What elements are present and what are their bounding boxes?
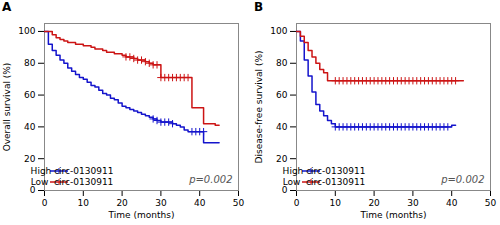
svg-text:High circ-0130911: High circ-0130911: [31, 166, 114, 176]
svg-text:Time (months): Time (months): [360, 210, 427, 220]
svg-text:80: 80: [24, 58, 36, 68]
svg-text:20: 20: [368, 198, 380, 208]
html-text:B: B: [254, 0, 264, 14]
svg-text:p=0.002: p=0.002: [440, 174, 484, 185]
svg-text:40: 40: [276, 122, 288, 132]
svg-text:40: 40: [194, 198, 206, 208]
svg-text:High circ-0130911: High circ-0130911: [283, 166, 366, 176]
svg-text:100: 100: [270, 26, 287, 36]
svg-text:0: 0: [42, 198, 48, 208]
svg-text:20: 20: [24, 154, 36, 164]
svg-text:50: 50: [485, 198, 497, 208]
svg-text:0: 0: [294, 198, 300, 208]
svg-text:10: 10: [330, 198, 342, 208]
html-text:A: A: [2, 0, 12, 14]
svg-text:30: 30: [407, 198, 419, 208]
svg-text:Disease-free survival (%): Disease-free survival (%): [254, 51, 264, 164]
svg-text:100: 100: [18, 26, 35, 36]
svg-text:80: 80: [276, 58, 288, 68]
svg-text:40: 40: [24, 122, 36, 132]
svg-text:0: 0: [29, 185, 36, 196]
svg-text:60: 60: [24, 90, 36, 100]
svg-text:20: 20: [116, 198, 128, 208]
svg-text:Time (months): Time (months): [108, 210, 175, 220]
svg-text:50: 50: [233, 198, 245, 208]
svg-text:Low circ-0130911: Low circ-0130911: [283, 177, 366, 187]
svg-text:20: 20: [276, 154, 288, 164]
svg-text:0: 0: [281, 185, 288, 196]
svg-text:60: 60: [276, 90, 288, 100]
svg-text:Low circ-0130911: Low circ-0130911: [31, 177, 114, 187]
svg-text:30: 30: [155, 198, 167, 208]
svg-text:p=0.002: p=0.002: [188, 174, 232, 185]
svg-text:Overall survival (%): Overall survival (%): [2, 63, 12, 152]
svg-text:40: 40: [446, 198, 458, 208]
svg-text:10: 10: [78, 198, 90, 208]
